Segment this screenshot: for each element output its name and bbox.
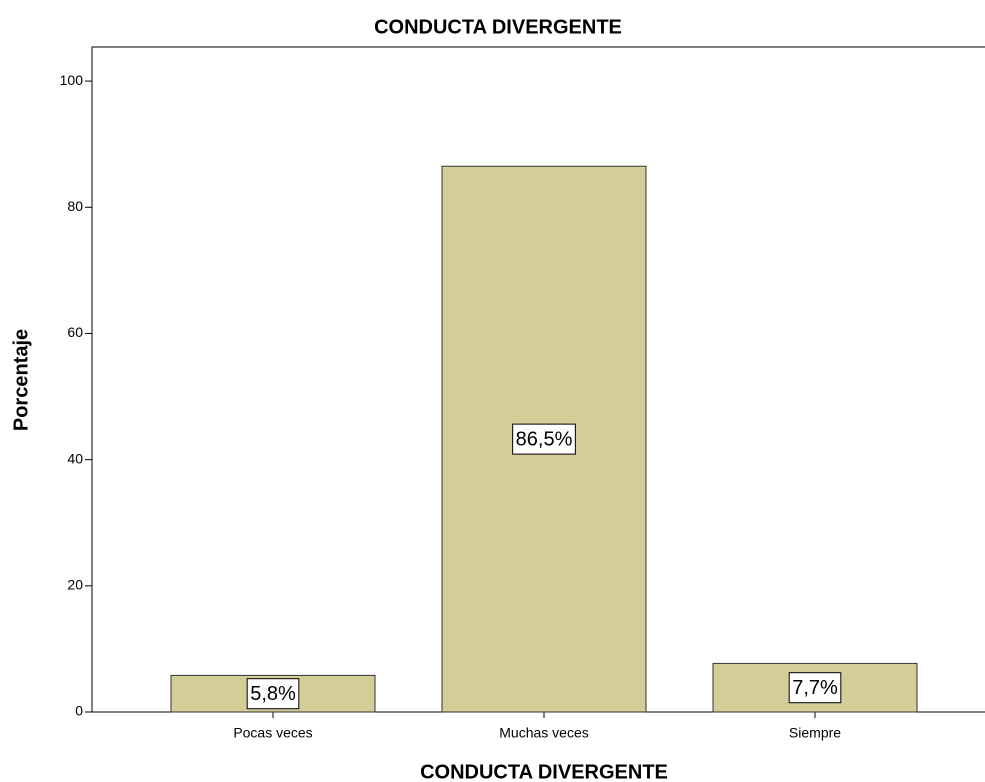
chart-title: CONDUCTA DIVERGENTE	[374, 16, 622, 38]
x-axis-label: CONDUCTA DIVERGENTE	[420, 761, 668, 782]
y-tick-label: 0	[75, 703, 83, 719]
value-label-box	[512, 423, 576, 455]
value-label-box	[246, 678, 300, 710]
y-tick-label: 60	[67, 324, 83, 340]
y-tick-label: 100	[60, 72, 84, 88]
value-label: 7,7%	[792, 677, 838, 699]
y-tick-label: 80	[67, 198, 83, 214]
value-label: 5,8%	[250, 683, 296, 705]
y-axis-label: Porcentaje	[10, 329, 32, 431]
x-tick-label: Siempre	[789, 725, 841, 741]
x-tick-label: Pocas veces	[233, 725, 312, 741]
value-label: 86,5%	[516, 428, 573, 450]
x-tick-label: Muchas veces	[499, 725, 588, 741]
y-tick-label: 40	[67, 450, 83, 466]
y-tick-label: 20	[67, 577, 83, 593]
value-label-box	[788, 672, 842, 704]
